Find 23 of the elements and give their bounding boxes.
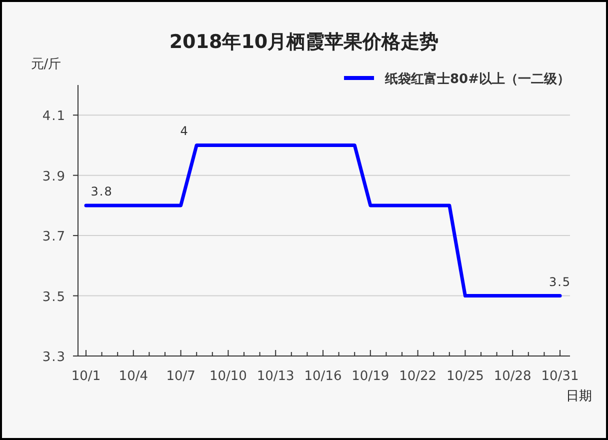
x-tick-label: 10/19 (352, 369, 390, 384)
y-tick-label: 3.9 (42, 169, 66, 184)
data-label: 3.5 (548, 274, 572, 289)
data-label: 3.8 (90, 184, 113, 198)
x-tick-label: 10/4 (118, 369, 148, 384)
y-tick-label: 4.1 (42, 109, 66, 124)
x-tick-label: 10/1 (71, 369, 101, 384)
x-tick-label: 10/28 (494, 369, 532, 384)
x-tick-label: 10/7 (166, 369, 196, 384)
y-tick-label: 3.7 (42, 230, 66, 245)
x-tick-label: 10/25 (446, 369, 484, 384)
x-tick-label: 10/16 (304, 369, 342, 384)
x-tick-label: 10/10 (209, 369, 247, 384)
legend-label: 纸袋红富士80#以上（一二级） (384, 71, 570, 87)
y-tick-label: 3.5 (42, 290, 66, 305)
x-axis-title: 日期 (566, 389, 592, 404)
x-tick-label: 10/31 (541, 369, 579, 384)
data-label: 4 (180, 124, 189, 138)
x-tick-label: 10/22 (399, 369, 437, 384)
x-tick-label: 10/13 (256, 369, 294, 384)
chart-title: 2018年10月栖霞苹果价格走势 (169, 31, 439, 53)
y-axis-title: 元/斤 (30, 57, 62, 72)
y-tick-label: 3.3 (42, 350, 66, 365)
